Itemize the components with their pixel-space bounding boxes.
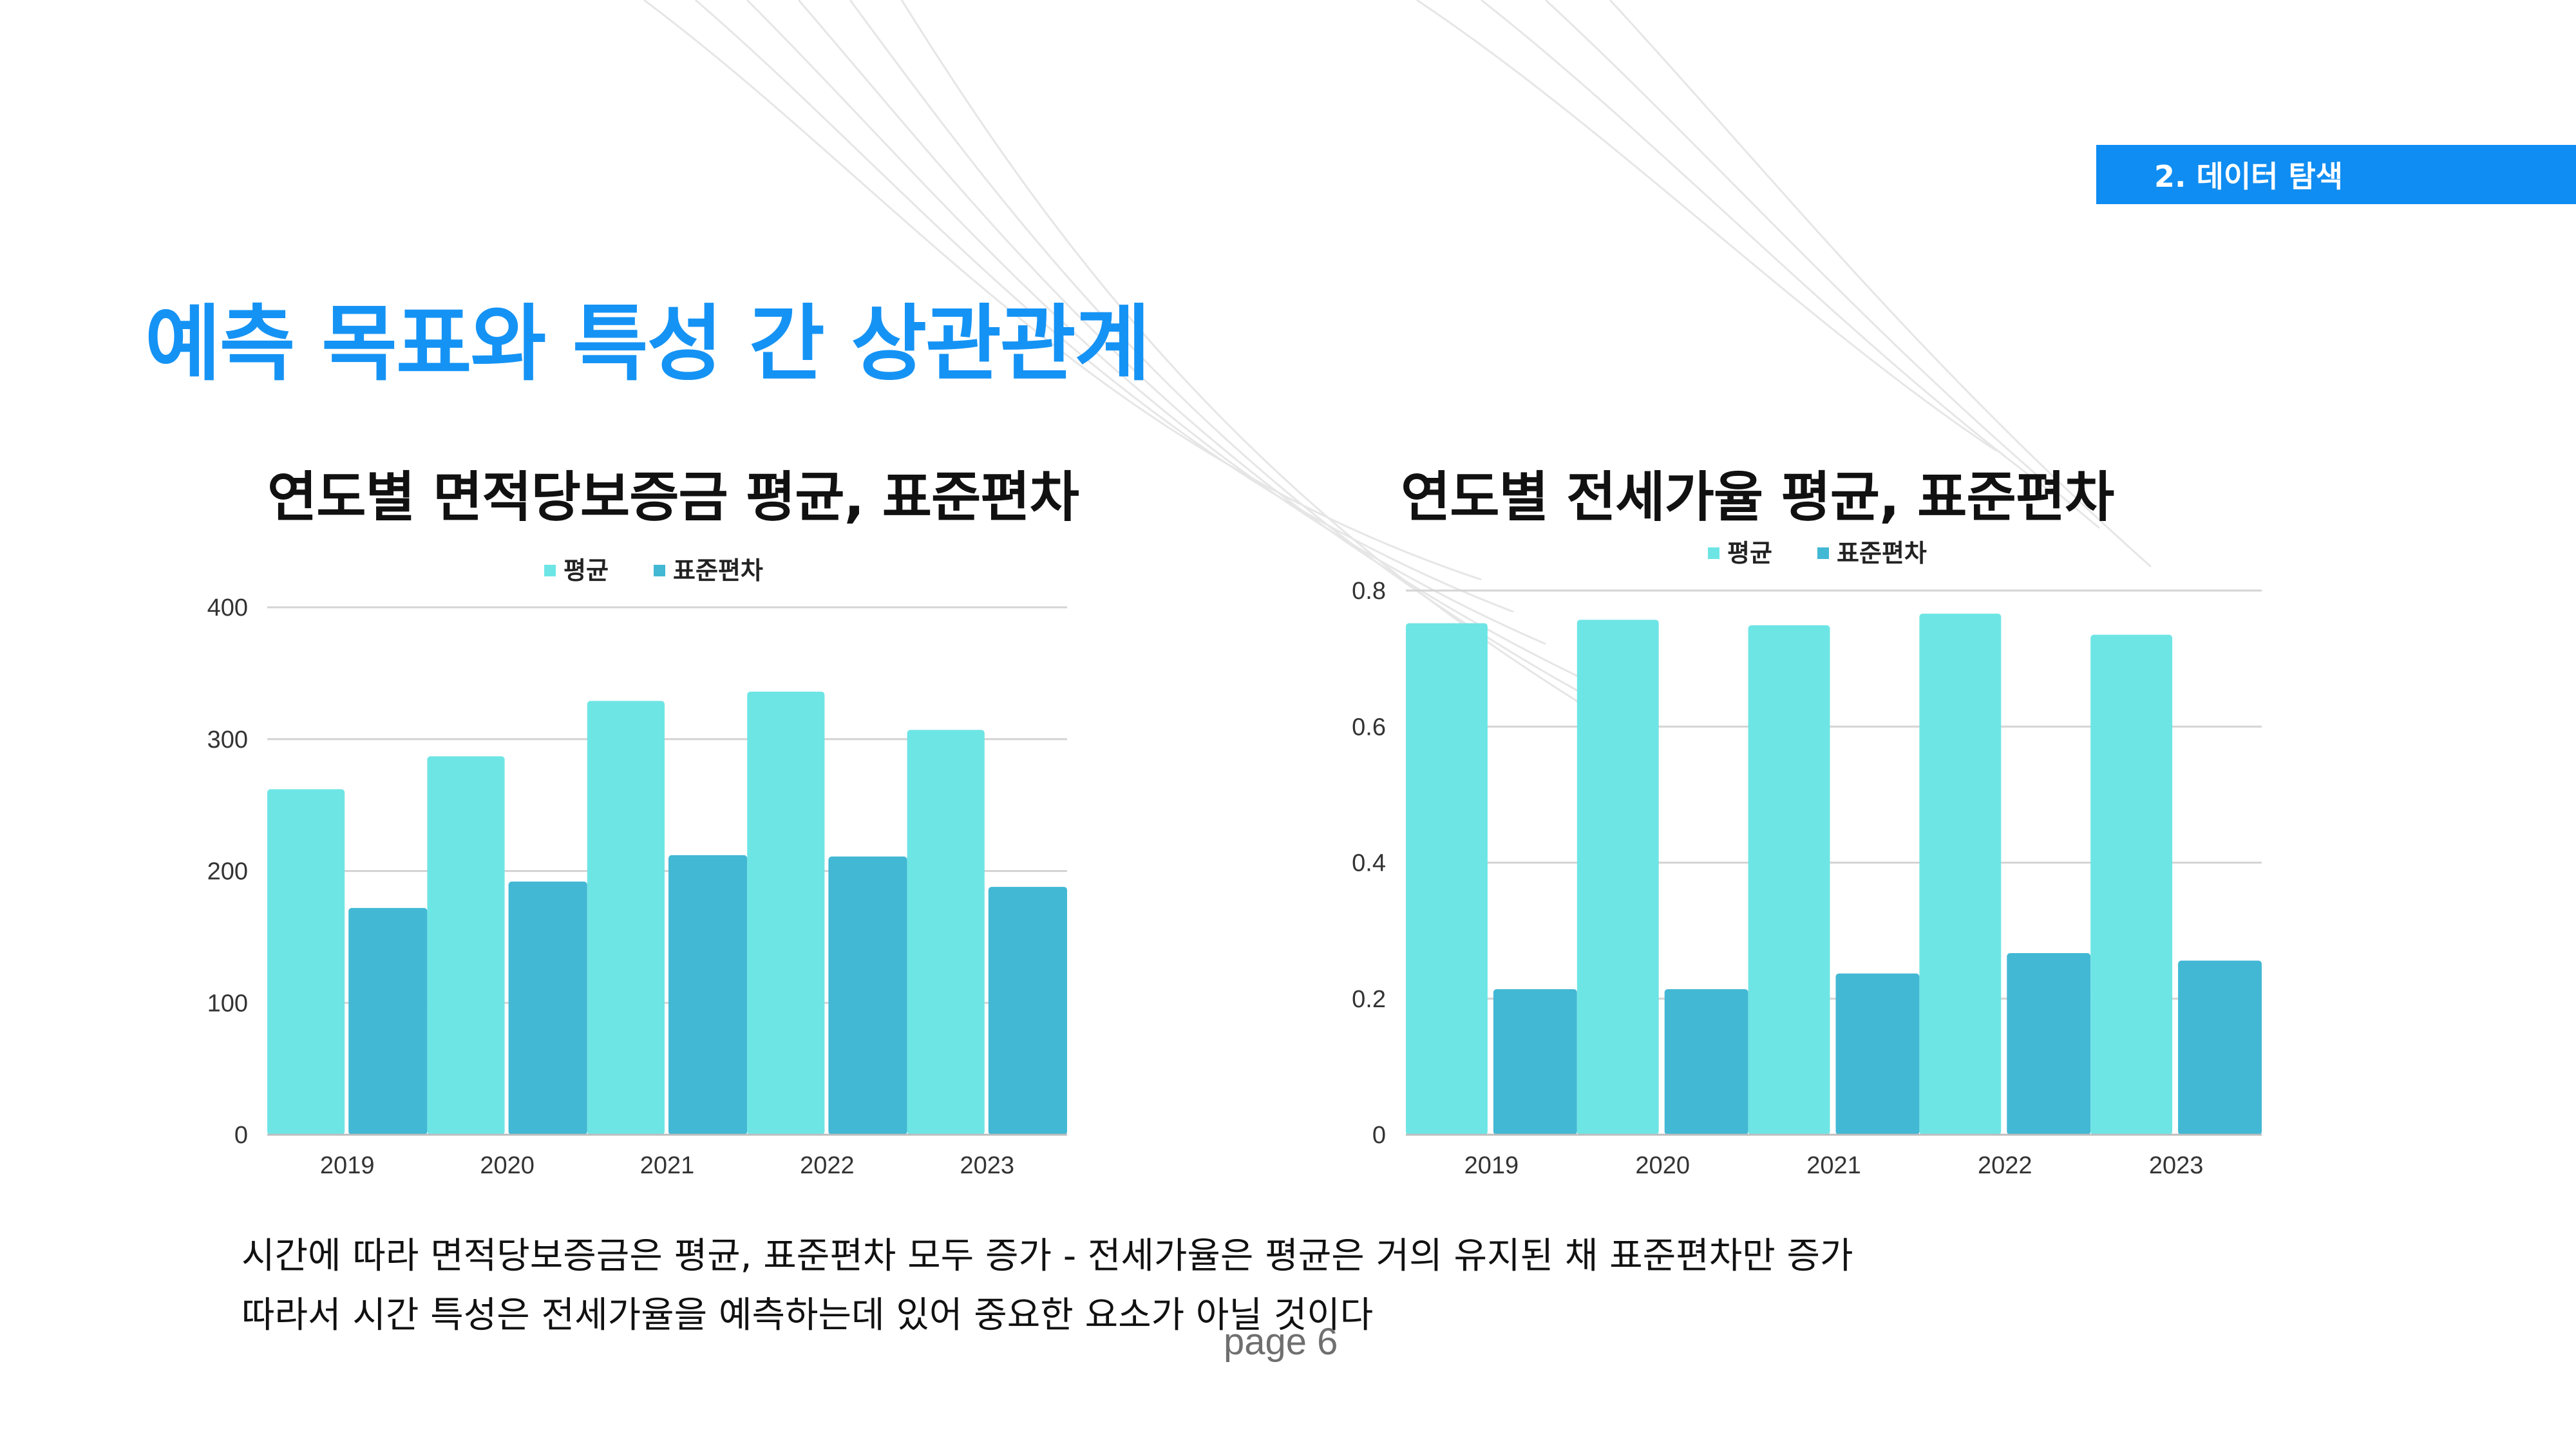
page-number: page 6	[1224, 1321, 1338, 1363]
legend-swatch-mean	[544, 565, 556, 576]
y-tick-label: 0.8	[1352, 578, 1386, 605]
bar-mean-2022	[1919, 613, 2002, 1135]
legend-label-mean: 평균	[1727, 539, 1772, 567]
legend-swatch-mean	[1708, 547, 1719, 559]
bar-std-2020	[508, 881, 587, 1135]
bar-std-2023	[988, 887, 1067, 1135]
bar-mean-2019	[267, 789, 345, 1135]
bar-std-2021	[668, 855, 748, 1135]
x-tick-label: 2019	[1464, 1152, 1519, 1179]
bar-mean-2023	[907, 730, 985, 1135]
bar-std-2020	[1664, 989, 1748, 1135]
chart-1-title: 연도별 면적당보증금 평균, 표준편차	[267, 466, 1079, 529]
y-tick-label: 100	[207, 990, 248, 1017]
bar-mean-2021	[1748, 625, 1830, 1135]
x-tick-label: 2023	[2149, 1152, 2204, 1179]
x-tick-label: 2019	[320, 1152, 375, 1179]
x-tick-label: 2021	[640, 1152, 695, 1179]
legend-swatch-std	[654, 565, 665, 576]
section-tag: 2. 데이터 탐색	[2096, 145, 2576, 204]
chart-2-title: 연도별 전세가율 평균, 표준편차	[1401, 466, 2114, 529]
caption: 시간에 따라 면적당보증금은 평균, 표준편차 모두 증가 - 전세가율은 평균…	[242, 1227, 1853, 1345]
bar-mean-2019	[1406, 623, 1488, 1135]
section-tag-label: 2. 데이터 탐색	[2154, 159, 2344, 194]
y-tick-label: 200	[207, 858, 248, 886]
x-tick-label: 2022	[1978, 1152, 2032, 1179]
bar-std-2021	[1835, 973, 1920, 1135]
y-tick-label: 0.6	[1352, 714, 1386, 741]
bar-mean-2022	[747, 692, 825, 1135]
x-tick-label: 2020	[1635, 1152, 1690, 1179]
bar-std-2019	[348, 907, 428, 1135]
y-tick-label: 0.2	[1352, 986, 1386, 1013]
y-tick-label: 400	[207, 594, 248, 621]
legend-swatch-std	[1817, 547, 1829, 559]
x-tick-label: 2021	[1806, 1152, 1861, 1179]
page-title: 예측 목표와 특성 간 상관관계	[145, 296, 1150, 392]
legend-label-mean: 평균	[564, 556, 609, 585]
y-tick-label: 0.4	[1352, 850, 1386, 877]
bar-std-2019	[1493, 989, 1577, 1135]
x-tick-label: 2020	[480, 1152, 535, 1179]
bar-mean-2021	[587, 701, 665, 1135]
x-tick-label: 2022	[800, 1152, 855, 1179]
caption-line-1: 시간에 따라 면적당보증금은 평균, 표준편차 모두 증가 - 전세가율은 평균…	[242, 1235, 1853, 1277]
bar-std-2022	[828, 856, 907, 1135]
bar-std-2022	[2007, 952, 2091, 1135]
bar-std-2023	[2178, 960, 2262, 1135]
bar-mean-2023	[2090, 634, 2173, 1135]
legend-label-std: 표준편차	[1837, 539, 1927, 567]
bar-mean-2020	[1577, 620, 1659, 1135]
y-tick-label: 300	[207, 726, 248, 753]
y-tick-label: 0	[234, 1122, 248, 1149]
caption-line-2: 따라서 시간 특성은 전세가율을 예측하는데 있어 중요한 요소가 아닐 것이다	[242, 1294, 1374, 1336]
legend-label-std: 표준편차	[673, 556, 763, 585]
x-tick-label: 2023	[960, 1152, 1015, 1179]
bar-mean-2020	[427, 756, 505, 1135]
y-tick-label: 0	[1372, 1122, 1386, 1149]
